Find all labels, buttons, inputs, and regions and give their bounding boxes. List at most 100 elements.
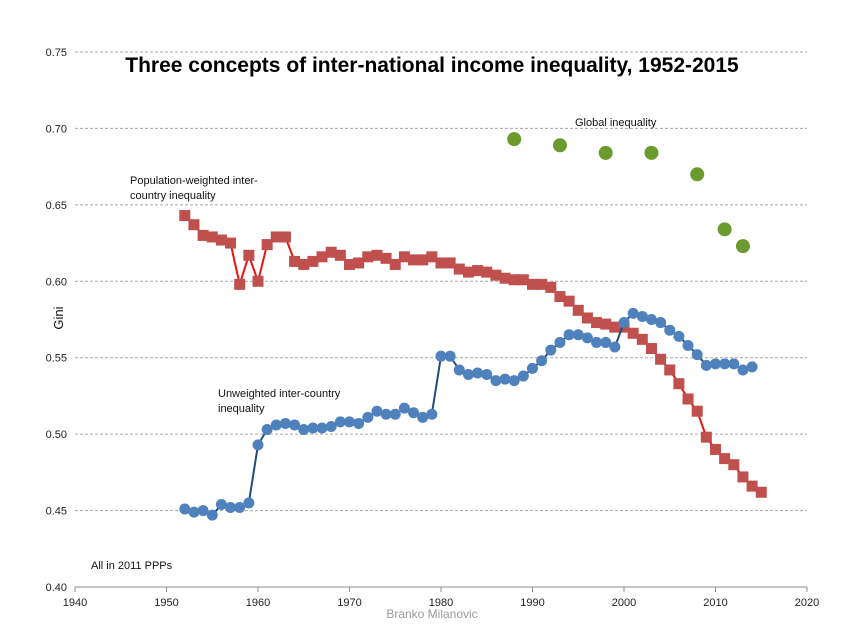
series-unweighted-point	[600, 336, 612, 348]
series-unweighted-point	[325, 421, 337, 432]
series-unweighted-point	[398, 402, 410, 414]
series-unweighted-point	[389, 408, 401, 420]
x-tick-label: 2020	[795, 597, 819, 609]
series-population-weighted-point	[554, 291, 566, 303]
series-population-weighted-point	[334, 249, 346, 261]
series-population-weighted-point	[344, 258, 355, 270]
y-tick-label: 0.60	[46, 276, 67, 288]
series-population-weighted-point	[179, 210, 191, 222]
series-population-weighted-point	[234, 278, 246, 290]
series-population-weighted-point	[719, 453, 731, 465]
series-population-weighted-point	[206, 231, 218, 243]
series-unweighted-point	[581, 332, 593, 344]
series-population-weighted-point	[755, 486, 767, 498]
series-global-point	[690, 167, 705, 182]
series-population-weighted-point	[536, 278, 548, 290]
series-global-point	[552, 138, 567, 153]
series-unweighted-point	[691, 349, 703, 361]
series-unweighted	[179, 307, 758, 521]
series-unweighted-point	[453, 364, 465, 376]
x-tick-label: 2010	[703, 597, 727, 609]
series-population-weighted-point	[591, 317, 603, 329]
series-population-weighted-point	[481, 266, 493, 278]
x-tick-label: 2000	[612, 597, 636, 609]
series-unweighted-point	[225, 502, 237, 514]
series-unweighted-point	[636, 310, 648, 322]
y-tick-label: 0.65	[46, 200, 67, 212]
series-population-weighted-point	[691, 405, 703, 417]
series-population-weighted-point	[746, 480, 758, 492]
series-population-weighted-point	[307, 255, 319, 267]
author-credit: Branko Milanovic	[386, 607, 477, 621]
series-unweighted-point	[417, 411, 429, 423]
series-population-weighted-point	[426, 251, 438, 263]
series-population-weighted	[179, 210, 767, 498]
series-unweighted-point	[737, 364, 749, 376]
series-unweighted-point	[682, 339, 694, 351]
series-unweighted-point	[664, 324, 676, 336]
y-tick-label: 0.45	[46, 506, 67, 518]
annotation-global: Global inequality	[575, 117, 657, 129]
series-unweighted-point	[353, 417, 365, 429]
y-tick-label: 0.75	[46, 47, 67, 59]
series-unweighted-point	[481, 369, 493, 381]
series-unweighted-point	[298, 424, 310, 436]
series-population-weighted-point	[655, 353, 667, 365]
series-unweighted-point	[627, 307, 639, 319]
series-population-weighted-point	[279, 231, 291, 243]
series-unweighted-point	[444, 350, 456, 362]
series-unweighted-point	[554, 336, 566, 348]
series-population-weighted-point	[472, 265, 484, 277]
series-unweighted-point	[344, 416, 355, 428]
series-global-point	[644, 145, 659, 160]
series-unweighted-point	[408, 407, 420, 419]
series-population-weighted-point	[527, 278, 538, 290]
series-population-weighted-point	[517, 274, 529, 286]
series-unweighted-point	[197, 505, 209, 517]
series-unweighted-point	[289, 419, 301, 431]
series-global-point	[598, 145, 613, 160]
series-population-weighted-point	[197, 229, 209, 241]
series-population-weighted-point	[435, 257, 447, 269]
series-population-weighted-point	[353, 257, 365, 269]
series-population-weighted-point	[188, 219, 200, 231]
series-unweighted-line	[184, 312, 753, 517]
series-population-weighted-point	[362, 251, 374, 263]
series-population-weighted-point	[581, 312, 593, 324]
series-unweighted-point	[435, 350, 447, 362]
series-unweighted-point	[316, 422, 328, 434]
series-population-weighted-point	[243, 249, 255, 261]
x-tick-label: 1980	[429, 597, 453, 609]
series-unweighted-point	[243, 497, 255, 509]
series-population-weighted-point	[270, 231, 282, 243]
series-population-weighted-point	[398, 251, 410, 263]
chart-title: Three concepts of inter-national income …	[125, 54, 739, 77]
series-population-weighted-point	[444, 257, 456, 269]
series-population-weighted-point	[261, 239, 273, 251]
series-unweighted-point	[572, 329, 584, 341]
series-population-weighted-point	[600, 318, 612, 330]
annotation-unweighted-line-1: Unweighted inter-country	[218, 388, 341, 400]
series-population-weighted-point	[389, 258, 401, 270]
series-population-weighted-point	[453, 263, 465, 275]
series-unweighted-point	[234, 502, 246, 514]
series-population-weighted-line	[184, 214, 762, 494]
series-population-weighted-point	[737, 471, 749, 483]
series-population-weighted-point	[545, 281, 557, 293]
series-population-weighted-point	[371, 249, 383, 261]
annotation-unweighted: Unweighted inter-country inequality	[218, 388, 341, 415]
series-population-weighted-point	[645, 343, 657, 355]
y-tick-label: 0.55	[46, 353, 67, 365]
series-population-weighted-point	[609, 321, 621, 333]
series-population-weighted-point	[380, 252, 392, 264]
series-population-weighted-point	[325, 246, 337, 258]
series-population-weighted-point	[673, 378, 685, 390]
series-population-weighted-point	[728, 459, 740, 471]
series-unweighted-point	[206, 509, 218, 521]
series-unweighted-point	[188, 506, 200, 518]
series-unweighted-point	[252, 439, 264, 451]
series-unweighted-point	[746, 361, 758, 373]
series-population-weighted-point	[499, 272, 511, 284]
series-population-weighted-point	[298, 258, 310, 270]
